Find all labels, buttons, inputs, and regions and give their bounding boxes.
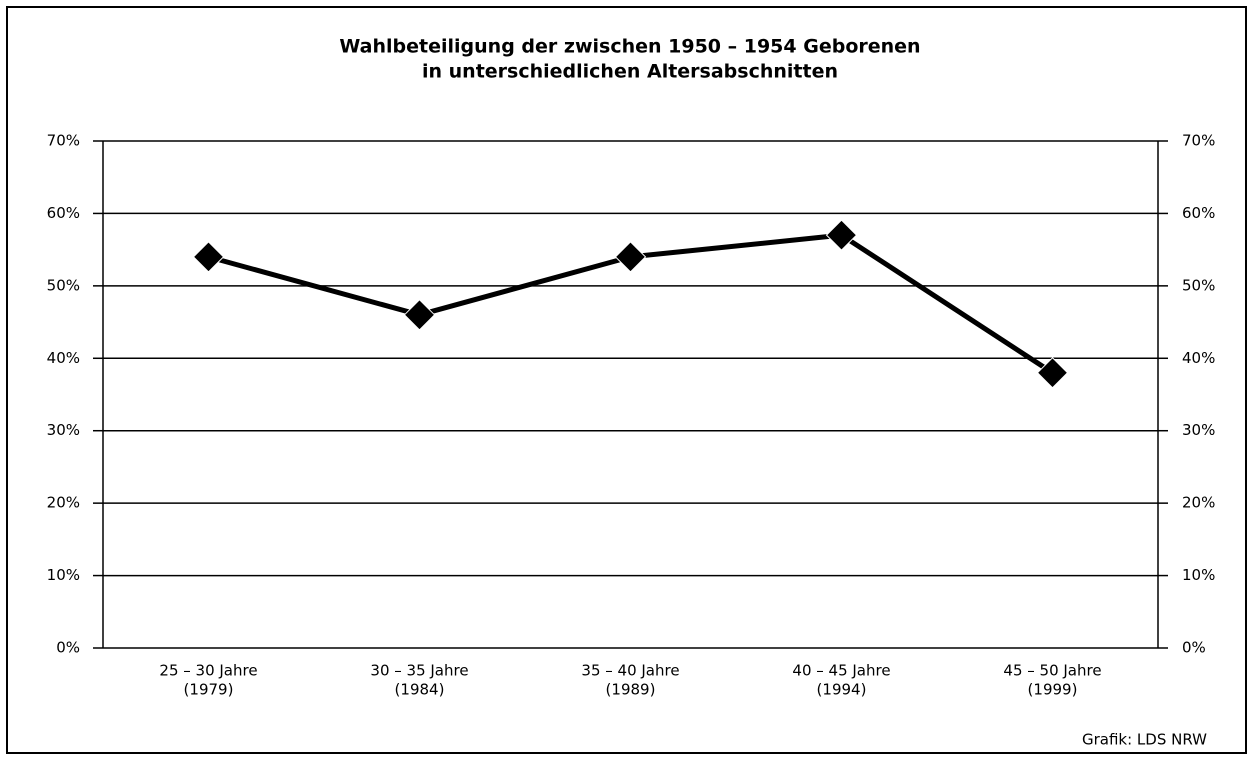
marker (192, 241, 225, 273)
y2-tick-label: 0% (1182, 639, 1206, 657)
marker (825, 219, 858, 251)
chart-subtitle: in unterschiedlichen Altersabschnitten (422, 61, 838, 83)
y-tick-label: 0% (56, 639, 80, 657)
frame (6, 6, 1247, 754)
y-tick-label: 60% (47, 204, 80, 222)
marker (614, 241, 647, 273)
y2-tick-label: 30% (1182, 421, 1215, 439)
y-tick-label: 30% (47, 421, 80, 439)
x-tick-label: (1979) (184, 681, 234, 699)
y2-tick-label: 10% (1182, 566, 1215, 584)
marker (1036, 357, 1069, 389)
x-tick-label: (1989) (606, 681, 656, 699)
chart-title: Wahlbeteiligung der zwischen 1950 – 1954… (339, 36, 920, 58)
marker (403, 299, 436, 331)
x-tick-label: 40 – 45 Jahre (792, 662, 890, 680)
y2-tick-label: 20% (1182, 494, 1215, 512)
x-tick-label: 25 – 30 Jahre (159, 662, 257, 680)
y-tick-label: 70% (47, 132, 80, 150)
x-tick-label: 35 – 40 Jahre (581, 662, 679, 680)
y2-tick-label: 50% (1182, 276, 1215, 294)
x-tick-label: (1999) (1028, 681, 1078, 699)
y2-tick-label: 40% (1182, 349, 1215, 367)
source: Grafik: LDS NRW (1082, 731, 1207, 749)
y-tick-label: 40% (47, 349, 80, 367)
y-tick-label: 50% (47, 276, 80, 294)
y-tick-label: 20% (47, 494, 80, 512)
y2-tick-label: 70% (1182, 132, 1215, 150)
y-tick-label: 10% (47, 566, 80, 584)
x-tick-label: 45 – 50 Jahre (1003, 662, 1101, 680)
y2-tick-label: 60% (1182, 204, 1215, 222)
x-tick-label: 30 – 35 Jahre (370, 662, 468, 680)
x-tick-label: (1994) (817, 681, 867, 699)
x-tick-label: (1984) (395, 681, 445, 699)
